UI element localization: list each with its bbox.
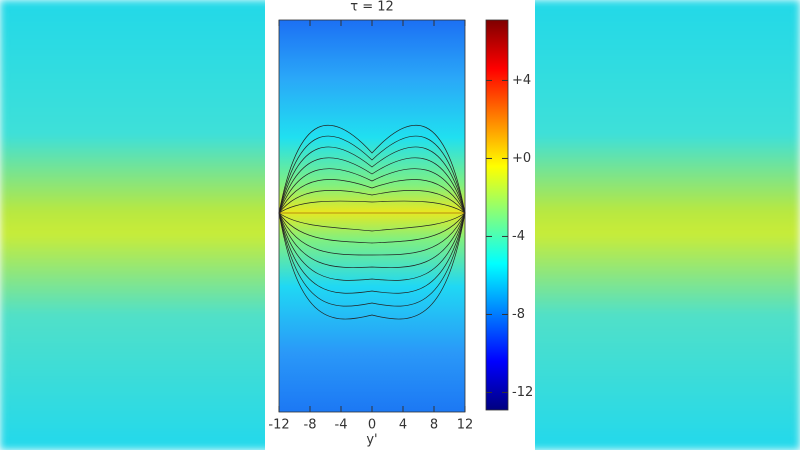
colorbar-tick-label: -4 xyxy=(512,229,525,244)
contour-line xyxy=(278,157,466,214)
contour-lines xyxy=(278,124,466,320)
x-tick-label: -12 xyxy=(268,418,289,433)
x-tick-label: 8 xyxy=(430,418,438,433)
contour-line xyxy=(278,212,466,256)
x-tick-label: 0 xyxy=(368,418,376,433)
x-tick-label: 12 xyxy=(457,418,474,433)
contour-line xyxy=(278,212,466,268)
contour-line xyxy=(278,212,466,307)
contour-line xyxy=(278,135,466,214)
chart-title: τ = 12 xyxy=(350,0,394,15)
contour-line xyxy=(278,146,466,214)
colorbar-tick-label: +4 xyxy=(512,73,531,88)
contour-line xyxy=(278,212,466,232)
contour-line xyxy=(278,124,466,214)
contour-line xyxy=(278,212,466,294)
x-axis-label: y' xyxy=(366,433,377,448)
contour-line xyxy=(278,200,466,214)
contour-line xyxy=(278,212,466,281)
colorbar-tick-label: +0 xyxy=(512,151,531,166)
contour-line xyxy=(278,189,466,214)
contour-line xyxy=(278,168,466,214)
contour-line xyxy=(278,212,466,244)
heatmap-field xyxy=(279,20,465,412)
x-tick-label: -4 xyxy=(335,418,348,433)
colorbar xyxy=(485,19,509,411)
contour-line xyxy=(278,179,466,214)
x-tick-label: 4 xyxy=(399,418,407,433)
colorbar-tick-label: -8 xyxy=(512,307,525,322)
colorbar-tick-label: -12 xyxy=(512,385,533,400)
x-tick-label: -8 xyxy=(304,418,317,433)
contour-line xyxy=(278,212,466,320)
